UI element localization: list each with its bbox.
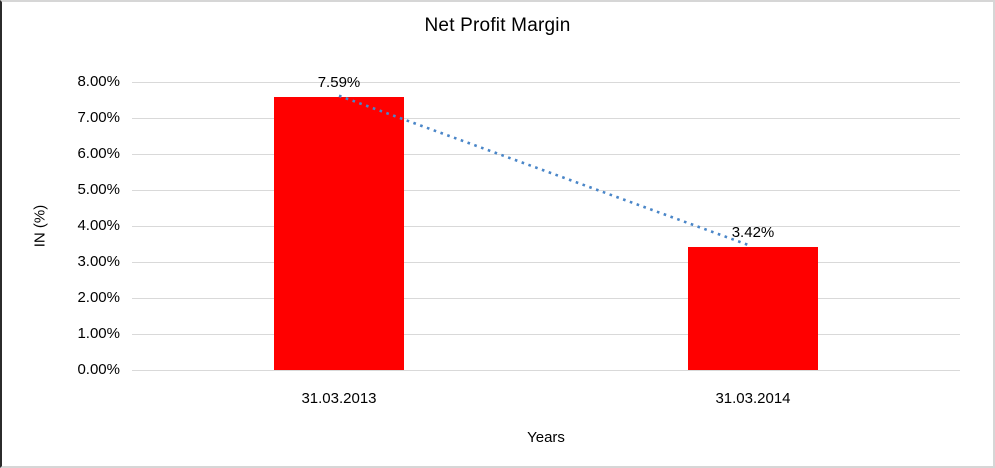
gridline bbox=[132, 369, 960, 371]
plot-area: 7.59% 3.42% bbox=[132, 74, 960, 371]
y-tick-label: 8.00% bbox=[77, 73, 120, 90]
gridline bbox=[132, 81, 960, 83]
bar bbox=[274, 96, 404, 370]
y-tick-label: 5.00% bbox=[77, 181, 120, 198]
y-tick-label: 0.00% bbox=[77, 361, 120, 378]
bar-value-label: 7.59% bbox=[317, 73, 361, 91]
y-tick-label: 1.00% bbox=[77, 325, 120, 342]
y-tick-label: 3.00% bbox=[77, 253, 120, 270]
y-tick-label: 7.00% bbox=[77, 109, 120, 126]
x-tick-label: 31.03.2014 bbox=[715, 390, 791, 407]
x-axis-title: Years bbox=[527, 429, 565, 446]
y-tick-label: 4.00% bbox=[77, 217, 120, 234]
trendline bbox=[338, 94, 749, 247]
y-tick-label: 2.00% bbox=[77, 289, 120, 306]
gridline bbox=[132, 189, 960, 191]
gridline bbox=[132, 153, 960, 155]
gridline bbox=[132, 333, 960, 335]
gridline bbox=[132, 225, 960, 227]
bar-value-label: 3.42% bbox=[731, 223, 775, 241]
gridline bbox=[132, 261, 960, 263]
gridline bbox=[132, 297, 960, 299]
gridline bbox=[132, 117, 960, 119]
bar bbox=[688, 246, 818, 370]
y-tick-label: 6.00% bbox=[77, 145, 120, 162]
chart-title: Net Profit Margin bbox=[424, 15, 571, 36]
x-tick-label: 31.03.2013 bbox=[301, 390, 377, 407]
